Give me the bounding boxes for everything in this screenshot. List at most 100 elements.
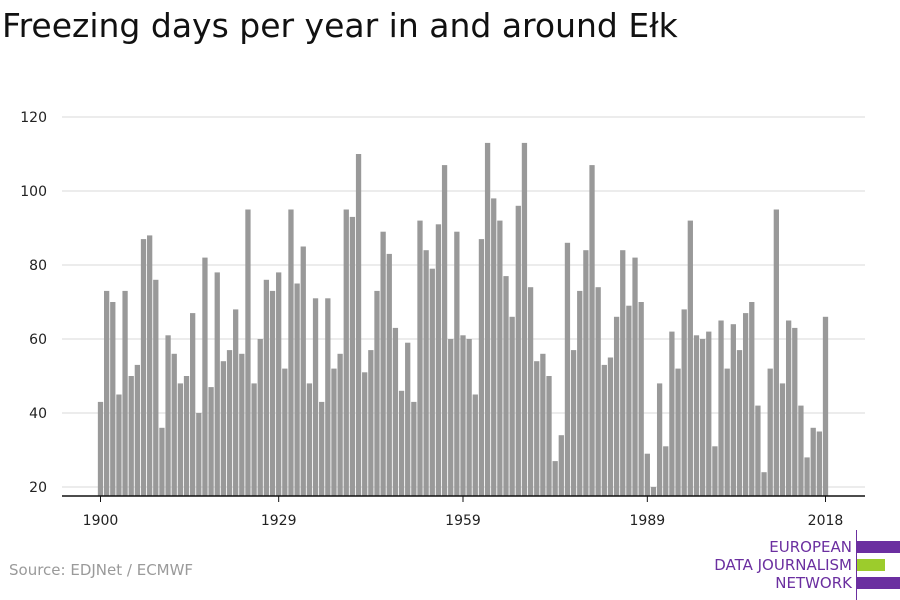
bar-1908 bbox=[147, 235, 153, 496]
chart-title: Freezing days per year in and around Ełk bbox=[2, 6, 678, 45]
bar-2003 bbox=[730, 324, 736, 496]
bar-2001 bbox=[718, 320, 724, 496]
bar-1921 bbox=[226, 350, 233, 496]
logo-text-line-2: DATA JOURNALISM bbox=[714, 556, 852, 574]
bar-2011 bbox=[779, 383, 786, 496]
bar-1901 bbox=[104, 290, 110, 496]
bar-1920 bbox=[220, 361, 227, 496]
bar-1933 bbox=[300, 246, 306, 496]
y-tick-label-40: 40 bbox=[29, 406, 47, 422]
bar-1926 bbox=[257, 339, 263, 496]
bar-1935 bbox=[312, 298, 319, 496]
bar-1906 bbox=[134, 364, 141, 496]
bar-1950 bbox=[405, 342, 411, 496]
bar-1974 bbox=[552, 461, 558, 496]
bar-1939 bbox=[337, 353, 343, 496]
bar-1993 bbox=[669, 331, 675, 496]
bar-1915 bbox=[190, 313, 196, 496]
bar-1987 bbox=[632, 257, 638, 496]
bar-1973 bbox=[546, 376, 552, 496]
bar-1949 bbox=[398, 390, 405, 496]
bar-1954 bbox=[429, 268, 435, 496]
bar-1963 bbox=[484, 142, 491, 496]
bar-1965 bbox=[497, 220, 503, 496]
bar-1944 bbox=[368, 350, 374, 496]
bar-1953 bbox=[423, 250, 429, 496]
x-tick-label-2018: 2018 bbox=[808, 513, 844, 529]
y-tick-label-120: 120 bbox=[20, 110, 47, 126]
bar-1962 bbox=[478, 239, 485, 496]
bar-1957 bbox=[448, 339, 454, 496]
x-tick-label-1959: 1959 bbox=[445, 513, 481, 529]
bar-2014 bbox=[798, 405, 804, 496]
bar-1984 bbox=[613, 316, 620, 496]
bar-1948 bbox=[392, 327, 399, 496]
bar-1996 bbox=[687, 220, 693, 496]
bar-1937 bbox=[325, 298, 331, 496]
bar-1968 bbox=[515, 205, 521, 497]
bar-1903 bbox=[116, 394, 122, 496]
bar-2013 bbox=[792, 327, 798, 496]
bar-1978 bbox=[577, 290, 583, 496]
bar-1904 bbox=[122, 290, 128, 496]
x-tick-label-1900: 1900 bbox=[83, 513, 119, 529]
bar-2018 bbox=[822, 316, 829, 496]
bar-1980 bbox=[589, 165, 595, 496]
bar-2009 bbox=[767, 368, 773, 496]
bar-1991 bbox=[656, 383, 663, 496]
logo-bar-purple-2 bbox=[857, 577, 900, 589]
bar-1969 bbox=[521, 142, 528, 496]
bar-1946 bbox=[380, 231, 386, 496]
bar-1925 bbox=[251, 383, 257, 496]
bar-1964 bbox=[491, 198, 497, 496]
y-tick-label-80: 80 bbox=[29, 258, 47, 274]
bar-1930 bbox=[282, 368, 288, 496]
bar-1938 bbox=[331, 368, 337, 496]
bar-1929 bbox=[276, 272, 282, 496]
bar-1932 bbox=[294, 283, 300, 496]
bar-1943 bbox=[362, 372, 368, 496]
bar-2000 bbox=[712, 446, 718, 496]
bar-1961 bbox=[472, 394, 478, 496]
bar-2017 bbox=[816, 431, 822, 496]
bar-1977 bbox=[570, 350, 577, 496]
bar-1966 bbox=[503, 276, 509, 496]
bar-1982 bbox=[601, 364, 607, 496]
bar-2015 bbox=[804, 457, 810, 496]
bar-1909 bbox=[153, 279, 159, 496]
y-axis-ticks: 20 40 60 80 100 120 bbox=[20, 110, 47, 496]
bar-series bbox=[97, 142, 829, 497]
bar-1917 bbox=[202, 257, 208, 496]
bar-1992 bbox=[663, 446, 669, 496]
x-tick-label-1989: 1989 bbox=[630, 513, 666, 529]
bar-1940 bbox=[343, 209, 349, 496]
bar-1912 bbox=[171, 353, 177, 496]
y-tick-label-100: 100 bbox=[20, 184, 47, 200]
bar-1983 bbox=[607, 357, 614, 496]
bar-1922 bbox=[233, 309, 239, 496]
x-axis: 1900 1929 1959 1989 2018 bbox=[62, 495, 865, 529]
bar-1960 bbox=[466, 339, 472, 496]
bar-1955 bbox=[435, 224, 442, 497]
edjnet-logo: EUROPEAN DATA JOURNALISM NETWORK bbox=[700, 530, 900, 600]
bar-1975 bbox=[558, 435, 564, 496]
bar-1986 bbox=[626, 305, 632, 496]
bar-1989 bbox=[644, 453, 650, 496]
bar-2012 bbox=[785, 320, 792, 496]
logo-divider bbox=[856, 530, 857, 600]
bar-1971 bbox=[534, 361, 540, 496]
y-tick-label-20: 20 bbox=[29, 480, 47, 496]
bar-1919 bbox=[214, 272, 220, 496]
bar-1979 bbox=[583, 250, 589, 496]
bar-1956 bbox=[441, 165, 448, 496]
bar-1918 bbox=[208, 387, 214, 496]
bar-1907 bbox=[140, 239, 147, 496]
bar-1995 bbox=[681, 309, 687, 496]
bar-2002 bbox=[724, 368, 730, 496]
bar-2010 bbox=[773, 209, 779, 496]
bar-1927 bbox=[263, 279, 270, 496]
bar-1988 bbox=[638, 302, 644, 496]
bar-1959 bbox=[460, 335, 466, 496]
bar-1952 bbox=[417, 220, 423, 496]
